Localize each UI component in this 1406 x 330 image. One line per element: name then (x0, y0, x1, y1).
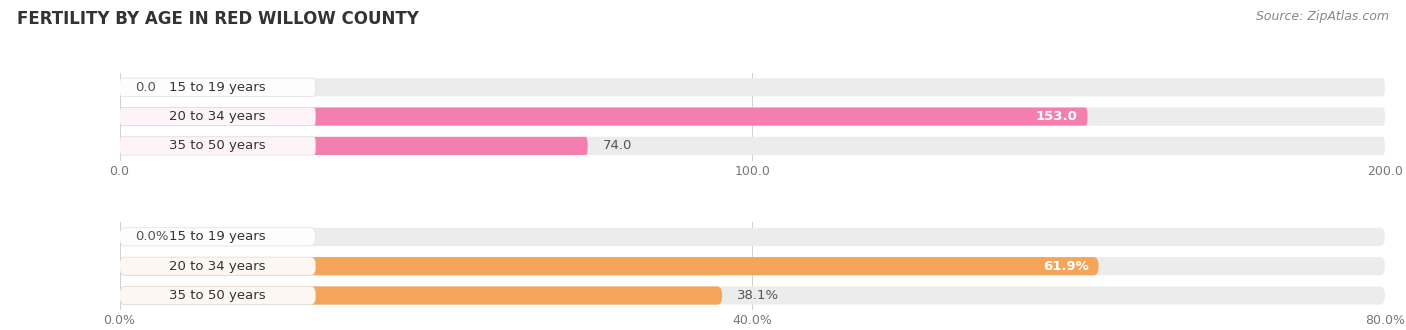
FancyBboxPatch shape (120, 228, 316, 246)
FancyBboxPatch shape (120, 257, 1098, 275)
Text: 15 to 19 years: 15 to 19 years (169, 230, 266, 243)
FancyBboxPatch shape (120, 286, 1385, 305)
Text: 35 to 50 years: 35 to 50 years (169, 289, 266, 302)
Text: 0.0%: 0.0% (135, 230, 169, 243)
FancyBboxPatch shape (120, 78, 1385, 96)
Text: 74.0: 74.0 (603, 140, 633, 152)
FancyBboxPatch shape (120, 257, 316, 275)
Text: 61.9%: 61.9% (1043, 260, 1088, 273)
Text: 153.0: 153.0 (1036, 110, 1077, 123)
FancyBboxPatch shape (120, 137, 588, 155)
FancyBboxPatch shape (120, 78, 316, 96)
FancyBboxPatch shape (120, 108, 316, 126)
Text: Source: ZipAtlas.com: Source: ZipAtlas.com (1256, 10, 1389, 23)
FancyBboxPatch shape (120, 286, 723, 305)
Text: 38.1%: 38.1% (737, 289, 779, 302)
Text: 35 to 50 years: 35 to 50 years (169, 140, 266, 152)
Text: 20 to 34 years: 20 to 34 years (169, 260, 266, 273)
FancyBboxPatch shape (120, 108, 1385, 126)
FancyBboxPatch shape (120, 228, 1385, 246)
FancyBboxPatch shape (120, 137, 316, 155)
Text: 20 to 34 years: 20 to 34 years (169, 110, 266, 123)
FancyBboxPatch shape (120, 108, 1088, 126)
FancyBboxPatch shape (120, 286, 316, 305)
Text: FERTILITY BY AGE IN RED WILLOW COUNTY: FERTILITY BY AGE IN RED WILLOW COUNTY (17, 10, 419, 28)
FancyBboxPatch shape (120, 257, 1385, 275)
Text: 0.0: 0.0 (135, 81, 156, 94)
FancyBboxPatch shape (120, 137, 1385, 155)
Text: 15 to 19 years: 15 to 19 years (169, 81, 266, 94)
